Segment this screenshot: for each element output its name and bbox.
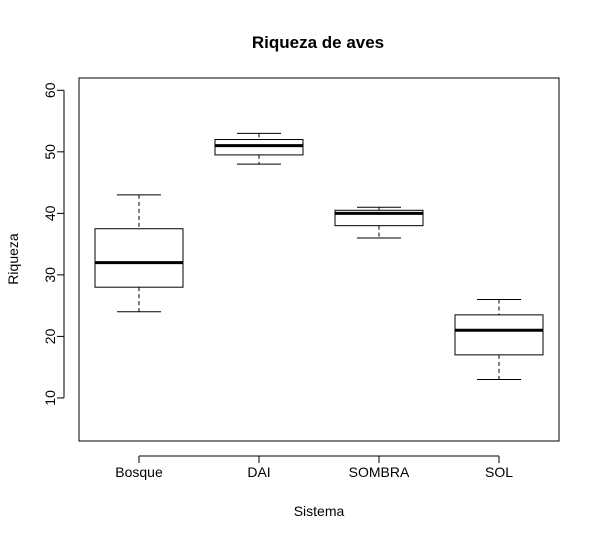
box-sombra: [334, 206, 424, 239]
y-tick-label: 10: [42, 390, 58, 406]
x-axis: Bosque DAI SOMBRA SOL: [115, 455, 513, 480]
iqr-box: [94, 228, 184, 288]
box-bosque: [94, 194, 184, 313]
box-dai: [214, 132, 304, 165]
x-tick-label: Bosque: [115, 464, 163, 480]
iqr-box: [214, 139, 304, 156]
box-sol: [454, 298, 544, 380]
y-tick-label: 40: [42, 205, 58, 221]
y-tick-label: 20: [42, 328, 58, 344]
chart-title: Riqueza de aves: [252, 33, 384, 52]
plot-frame: [78, 77, 560, 442]
y-axis: 10 20 30 40 50 60: [42, 82, 65, 406]
iqr-box: [454, 314, 544, 356]
y-tick-label: 50: [42, 144, 58, 160]
y-axis-label: Riqueza: [5, 233, 21, 285]
y-tick-label: 60: [42, 82, 58, 98]
y-tick-label: 30: [42, 267, 58, 283]
x-tick-label: DAI: [247, 464, 270, 480]
x-tick-label: SOL: [485, 464, 513, 480]
x-tick-label: SOMBRA: [349, 464, 410, 480]
boxes-group: [94, 132, 544, 380]
x-axis-label: Sistema: [294, 503, 345, 519]
